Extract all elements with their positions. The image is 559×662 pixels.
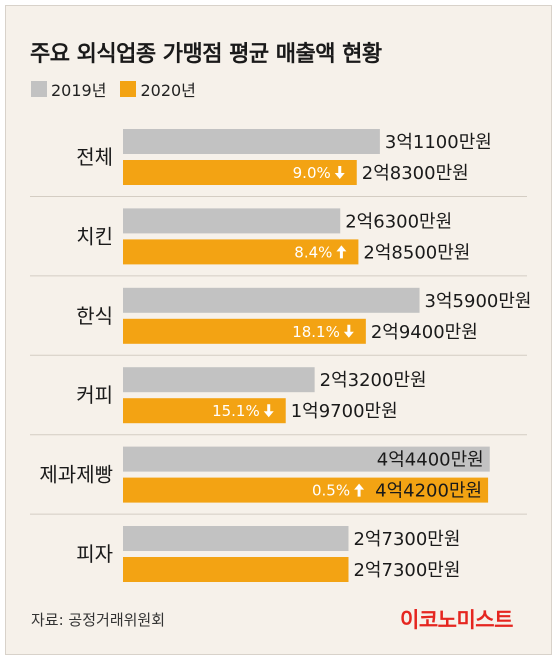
arrow-up-icon (336, 245, 347, 259)
bar-2019 (123, 208, 341, 234)
category-label: 치킨 (76, 224, 113, 248)
bar-2019 (123, 129, 380, 154)
arrow-up-icon (354, 483, 365, 497)
data-label-2020: 4억4200만원 (375, 481, 482, 502)
change-label: 8.4% (294, 243, 332, 261)
legend-label-2019: 2019년 (51, 81, 107, 100)
category-label: 제과제빵 (39, 463, 113, 487)
legend-swatch-2020 (120, 81, 137, 97)
arrow-down-icon (334, 166, 345, 179)
data-label-2019: 2억6300만원 (345, 211, 452, 232)
bar-2020 (123, 398, 286, 424)
chart-title: 주요 외식업종 가맹점 평균 매출액 현황 (30, 42, 382, 67)
change-label: 9.0% (293, 164, 331, 182)
bar-2020 (123, 160, 357, 185)
bar-2020 (123, 557, 349, 582)
data-label-2019: 4억4400만원 (377, 450, 484, 471)
data-label-2019: 2억7300만원 (353, 529, 460, 550)
data-label-2019: 2억3200만원 (320, 370, 427, 391)
category-label: 피자 (76, 542, 113, 566)
legend-swatch-2019 (31, 81, 47, 97)
bar-2019 (123, 526, 349, 551)
arrow-down-icon (263, 404, 274, 418)
legend-item-2020: 2020년 (120, 77, 196, 101)
bar-2020 (123, 318, 366, 344)
legend-label-2020: 2020년 (140, 81, 196, 100)
bar-2019 (123, 367, 315, 393)
bar-2020 (123, 239, 359, 265)
category-label: 한식 (76, 304, 113, 328)
legend: 2019년 2020년 (31, 77, 210, 101)
category-label: 커피 (76, 383, 113, 407)
data-label-2020: 2억8300만원 (362, 163, 469, 184)
data-label-2019: 3억1100만원 (385, 132, 492, 153)
data-label-2019: 3억5900만원 (425, 291, 532, 312)
bar-2019 (123, 446, 490, 472)
source-note: 자료: 공정거래위원회 (31, 611, 166, 629)
data-label-2020: 2억8500만원 (363, 242, 470, 263)
bar-2020 (123, 477, 489, 503)
data-label-2020: 2억7300만원 (353, 560, 460, 581)
change-label: 15.1% (212, 402, 260, 420)
brand-logo: 이코노미스트 (400, 608, 513, 632)
change-label: 18.1% (292, 323, 340, 341)
arrow-down-icon (343, 324, 354, 338)
bar-2019 (123, 287, 420, 313)
legend-item-2019: 2019년 (31, 77, 106, 101)
change-label: 0.5% (312, 482, 350, 500)
data-label-2020: 2억9400만원 (371, 322, 478, 343)
category-label: 전체 (76, 145, 113, 169)
data-label-2020: 1억9700만원 (291, 401, 398, 422)
